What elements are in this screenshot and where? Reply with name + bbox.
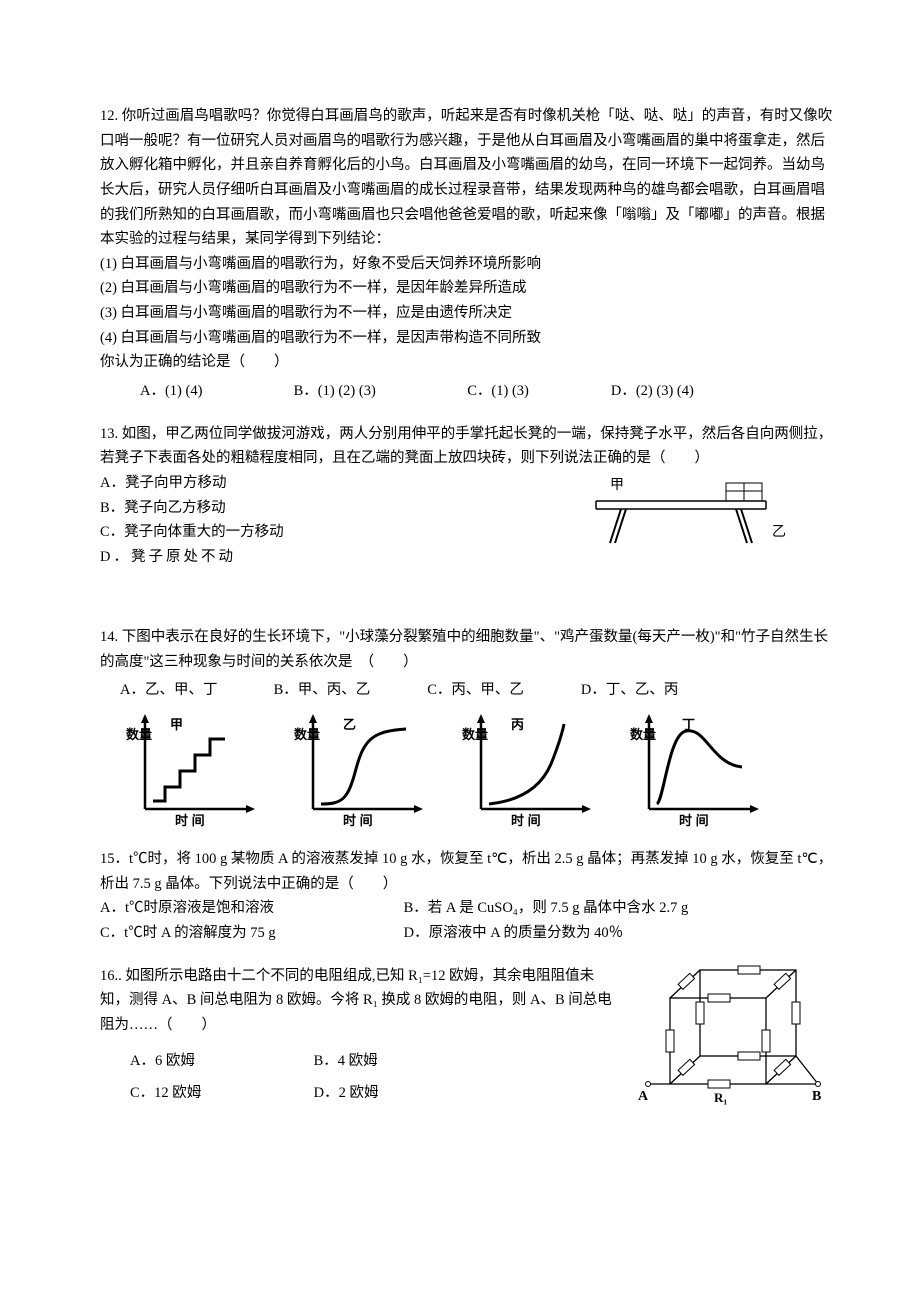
q14-options: A．乙、甲、丁 B．甲、丙、乙 C．丙、甲、乙 D．丁、乙、丙 xyxy=(100,678,836,703)
q13-label-yi: 乙 xyxy=(772,521,920,545)
q12-line1: (1) 白耳画眉与小弯嘴画眉的唱歌行为，好象不受后天饲养环境所影响 xyxy=(100,252,836,277)
svg-text:时 间: 时 间 xyxy=(343,813,373,828)
svg-text:数量: 数量 xyxy=(630,727,656,742)
q16-diagram: A B R₁ xyxy=(636,956,826,1115)
q15-opt-c: C．t℃时 A 的溶解度为 75 g xyxy=(100,921,400,946)
question-13: 13. 如图，甲乙两位同学做拔河游戏，两人分别用伸平的手掌托起长凳的一端，保持凳… xyxy=(100,422,836,608)
q12-stem: 12. 你听过画眉鸟唱歌吗？你觉得白耳画眉鸟的歌声，听起来是否有时像机关枪「哒、… xyxy=(100,104,836,252)
q14-charts: 数量 甲 时 间 数量 乙 时 间 数量 丙 时 间 xyxy=(120,709,836,829)
svg-text:时 间: 时 间 xyxy=(511,813,541,828)
svg-text:乙: 乙 xyxy=(343,717,356,732)
chart-ding: 数量 丁 时 间 xyxy=(624,709,774,829)
q16-opt-c: C．12 欧姆 xyxy=(130,1078,310,1110)
q14-opt-a: A．乙、甲、丁 xyxy=(120,678,270,703)
q12-opt-a: A．(1) (4) xyxy=(140,379,290,404)
chart-jia: 数量 甲 时 间 xyxy=(120,709,270,829)
svg-text:丙: 丙 xyxy=(511,717,524,732)
question-16: A B R₁ 16.. 如图所示电路由十二个不同的电阻组成,已知 R₁=12 欧… xyxy=(100,964,836,1115)
q14-stem: 14. 下图中表示在良好的生长环境下，"小球藻分裂繁殖中的细胞数量"、"鸡产蛋数… xyxy=(100,625,836,674)
q13-label-jia: 甲 xyxy=(610,474,820,498)
q13-diagram: 甲 乙 xyxy=(586,471,796,607)
q16-opt-d: D．2 欧姆 xyxy=(314,1078,379,1110)
q15-stem: 15．t℃时，将 100 g 某物质 A 的溶液蒸发掉 10 g 水，恢复至 t… xyxy=(100,847,836,896)
q15-row2: C．t℃时 A 的溶解度为 75 g D．原溶液中 A 的质量分数为 40％ xyxy=(100,921,836,946)
q12-line2: (2) 白耳画眉与小弯嘴画眉的唱歌行为不一样，是因年龄差异所造成 xyxy=(100,276,836,301)
q12-opt-c: C．(1) (3) xyxy=(467,379,607,404)
question-14: 14. 下图中表示在良好的生长环境下，"小球藻分裂繁殖中的细胞数量"、"鸡产蛋数… xyxy=(100,625,836,829)
q14-opt-d: D．丁、乙、丙 xyxy=(581,678,678,703)
svg-text:数量: 数量 xyxy=(462,727,488,742)
question-15: 15．t℃时，将 100 g 某物质 A 的溶液蒸发掉 10 g 水，恢复至 t… xyxy=(100,847,836,946)
q16-opt-b: B．4 欧姆 xyxy=(314,1046,378,1078)
q15-opt-a: A．t℃时原溶液是饱和溶液 xyxy=(100,896,400,921)
q15-opt-b: B．若 A 是 CuSO₄，则 7.5 g 晶体中含水 2.7 g xyxy=(404,896,689,921)
q12-line3: (3) 白耳画眉与小弯嘴画眉的唱歌行为不一样，应是由遗传所决定 xyxy=(100,301,836,326)
q12-prompt: 你认为正确的结论是（ ） xyxy=(100,350,836,375)
q14-opt-b: B．甲、丙、乙 xyxy=(274,678,424,703)
svg-text:时 间: 时 间 xyxy=(175,813,205,828)
q14-opt-c: C．丙、甲、乙 xyxy=(427,678,577,703)
question-12: 12. 你听过画眉鸟唱歌吗？你觉得白耳画眉鸟的歌声，听起来是否有时像机关枪「哒、… xyxy=(100,104,836,404)
svg-text:B: B xyxy=(812,1089,821,1104)
svg-text:A: A xyxy=(638,1089,649,1104)
svg-text:甲: 甲 xyxy=(170,717,183,732)
chart-yi: 数量 乙 时 间 xyxy=(288,709,438,829)
q12-opt-b: B．(1) (2) (3) xyxy=(294,379,464,404)
q12-line4: (4) 白耳画眉与小弯嘴画眉的唱歌行为不一样，是因声带构造不同所致 xyxy=(100,326,836,351)
q12-opt-d: D．(2) (3) (4) xyxy=(611,379,694,404)
svg-text:丁: 丁 xyxy=(682,717,695,732)
q13-stem: 13. 如图，甲乙两位同学做拔河游戏，两人分别用伸平的手掌托起长凳的一端，保持凳… xyxy=(100,422,836,471)
q12-options: A．(1) (4) B．(1) (2) (3) C．(1) (3) D．(2) … xyxy=(100,379,836,404)
chart-bing: 数量 丙 时 间 xyxy=(456,709,606,829)
svg-text:时 间: 时 间 xyxy=(679,813,709,828)
q15-opt-d: D．原溶液中 A 的质量分数为 40％ xyxy=(404,921,624,946)
svg-text:数量: 数量 xyxy=(126,727,152,742)
q15-row1: A．t℃时原溶液是饱和溶液 B．若 A 是 CuSO₄，则 7.5 g 晶体中含… xyxy=(100,896,836,921)
q16-opt-a: A．6 欧姆 xyxy=(130,1046,310,1078)
svg-text:R₁: R₁ xyxy=(714,1090,727,1105)
svg-text:数量: 数量 xyxy=(294,727,320,742)
